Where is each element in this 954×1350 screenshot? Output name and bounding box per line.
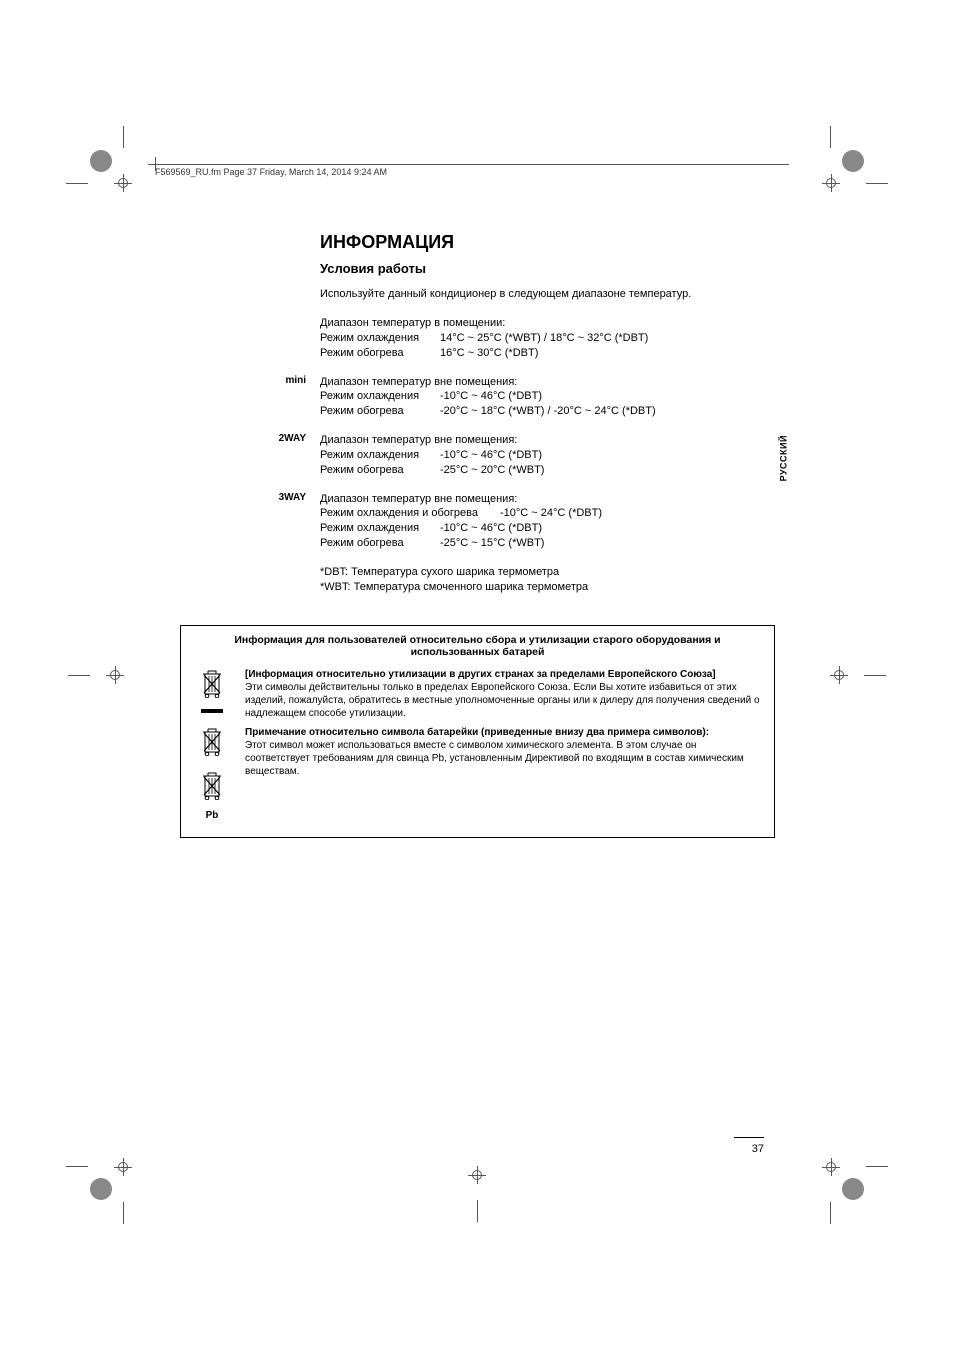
spec-mode: Режим обогрева — [320, 463, 440, 478]
spec-row: Режим охлаждения-10°C ~ 46°C (*DBT) — [320, 389, 775, 404]
spec-row: Режим обогрева16°C ~ 30°C (*DBT) — [320, 346, 775, 361]
spec-label — [180, 316, 320, 361]
spec-row: Режим обогрева-20°C ~ 18°C (*WBT) / -20°… — [320, 404, 775, 419]
spec-mode: Режим охлаждения и обогрева — [320, 506, 500, 521]
page-content: ИНФОРМАЦИЯ Условия работы Используйте да… — [180, 232, 775, 838]
info-row: [Информация относительно утилизации в др… — [191, 668, 764, 720]
spec-row: Режим охлаждения и обогрева-10°C ~ 24°C … — [320, 506, 775, 521]
bin-bar-icon — [201, 709, 223, 713]
recycling-info-box: Информация для пользователей относительн… — [180, 625, 775, 838]
crossed-bin-icon — [199, 726, 225, 756]
spec-heading: Диапазон температур вне помещения: — [320, 433, 775, 448]
spec-body: Диапазон температур в помещении:Режим ох… — [320, 316, 775, 361]
info-text: [Информация относительно утилизации в др… — [245, 668, 764, 720]
info-row: Pb Примечание относительно символа батар… — [191, 726, 764, 821]
spec-range: 16°C ~ 30°C (*DBT) — [440, 346, 538, 361]
spec-block: 3WAYДиапазон температур вне помещения:Ре… — [180, 492, 775, 551]
spec-label: 2WAY — [180, 433, 320, 478]
spec-row: Режим охлаждения-10°C ~ 46°C (*DBT) — [320, 448, 775, 463]
spec-row: Режим обогрева-25°C ~ 15°C (*WBT) — [320, 536, 775, 551]
note-wbt: *WBT: Температура смоченного шарика терм… — [320, 580, 775, 595]
crop-mark-bottom-right — [814, 1150, 864, 1200]
spec-label: mini — [180, 375, 320, 420]
spec-heading: Диапазон температур в помещении: — [320, 316, 775, 331]
spec-label: 3WAY — [180, 492, 320, 551]
spec-block: Диапазон температур в помещении:Режим ох… — [180, 316, 775, 361]
header-rule — [150, 164, 789, 165]
crop-mark-mid-left — [90, 650, 140, 700]
spec-mode: Режим охлаждения — [320, 521, 440, 536]
spec-mode: Режим обогрева — [320, 346, 440, 361]
spec-range: -10°C ~ 24°C (*DBT) — [500, 506, 602, 521]
crop-mark-mid-right — [814, 650, 864, 700]
page-title: ИНФОРМАЦИЯ — [320, 232, 775, 253]
spec-mode: Режим охлаждения — [320, 389, 440, 404]
crop-mark-top-right — [814, 150, 864, 200]
spec-heading: Диапазон температур вне помещения: — [320, 492, 775, 507]
spec-row: Режим охлаждения14°C ~ 25°C (*WBT) / 18°… — [320, 331, 775, 346]
spec-range: -20°C ~ 18°C (*WBT) / -20°C ~ 24°C (*DBT… — [440, 404, 656, 419]
info-heading: [Информация относительно утилизации в др… — [245, 668, 764, 681]
spec-range: -25°C ~ 20°C (*WBT) — [440, 463, 544, 478]
info-box-title: Информация для пользователей относительн… — [191, 634, 764, 658]
bin-icon-column — [191, 668, 233, 720]
spec-body: Диапазон температур вне помещения:Режим … — [320, 492, 775, 551]
info-body: Этот символ может использоваться вместе … — [245, 739, 764, 778]
bin-icon-column: Pb — [191, 726, 233, 821]
spec-body: Диапазон температур вне помещения:Режим … — [320, 433, 775, 478]
spec-block: 2WAYДиапазон температур вне помещения:Ре… — [180, 433, 775, 478]
info-text: Примечание относительно символа батарейк… — [245, 726, 764, 821]
page-number: 37 — [752, 1143, 764, 1155]
note-dbt: *DBT: Температура сухого шарика термомет… — [320, 565, 775, 580]
crop-mark-top-left — [90, 150, 140, 200]
temperature-notes: *DBT: Температура сухого шарика термомет… — [320, 565, 775, 595]
page-number-rule — [734, 1137, 764, 1139]
pb-label: Pb — [206, 810, 219, 821]
spec-mode: Режим обогрева — [320, 404, 440, 419]
spec-row: Режим обогрева-25°C ~ 20°C (*WBT) — [320, 463, 775, 478]
spec-mode: Режим охлаждения — [320, 448, 440, 463]
info-body: Эти символы действительны только в преде… — [245, 681, 764, 720]
spec-body: Диапазон температур вне помещения:Режим … — [320, 375, 775, 420]
spec-range: -10°C ~ 46°C (*DBT) — [440, 521, 542, 536]
spec-row: Режим охлаждения-10°C ~ 46°C (*DBT) — [320, 521, 775, 536]
crop-mark-mid-bottom — [452, 1150, 502, 1200]
page-header-label: F569569_RU.fm Page 37 Friday, March 14, … — [155, 167, 387, 177]
crop-mark-bottom-left — [90, 1150, 140, 1200]
spec-mode: Режим обогрева — [320, 536, 440, 551]
crossed-bin-icon — [199, 770, 225, 800]
spec-range: -10°C ~ 46°C (*DBT) — [440, 389, 542, 404]
spec-range: -25°C ~ 15°C (*WBT) — [440, 536, 544, 551]
spec-block: miniДиапазон температур вне помещения:Ре… — [180, 375, 775, 420]
crossed-bin-icon — [199, 668, 225, 698]
info-heading: Примечание относительно символа батарейк… — [245, 726, 764, 739]
language-tab: РУССКИЙ — [778, 435, 788, 481]
spec-mode: Режим охлаждения — [320, 331, 440, 346]
spec-heading: Диапазон температур вне помещения: — [320, 375, 775, 390]
spec-range: -10°C ~ 46°C (*DBT) — [440, 448, 542, 463]
page-subtitle: Условия работы — [320, 261, 775, 276]
intro-text: Используйте данный кондиционер в следующ… — [320, 288, 775, 300]
spec-range: 14°C ~ 25°C (*WBT) / 18°C ~ 32°C (*DBT) — [440, 331, 648, 346]
